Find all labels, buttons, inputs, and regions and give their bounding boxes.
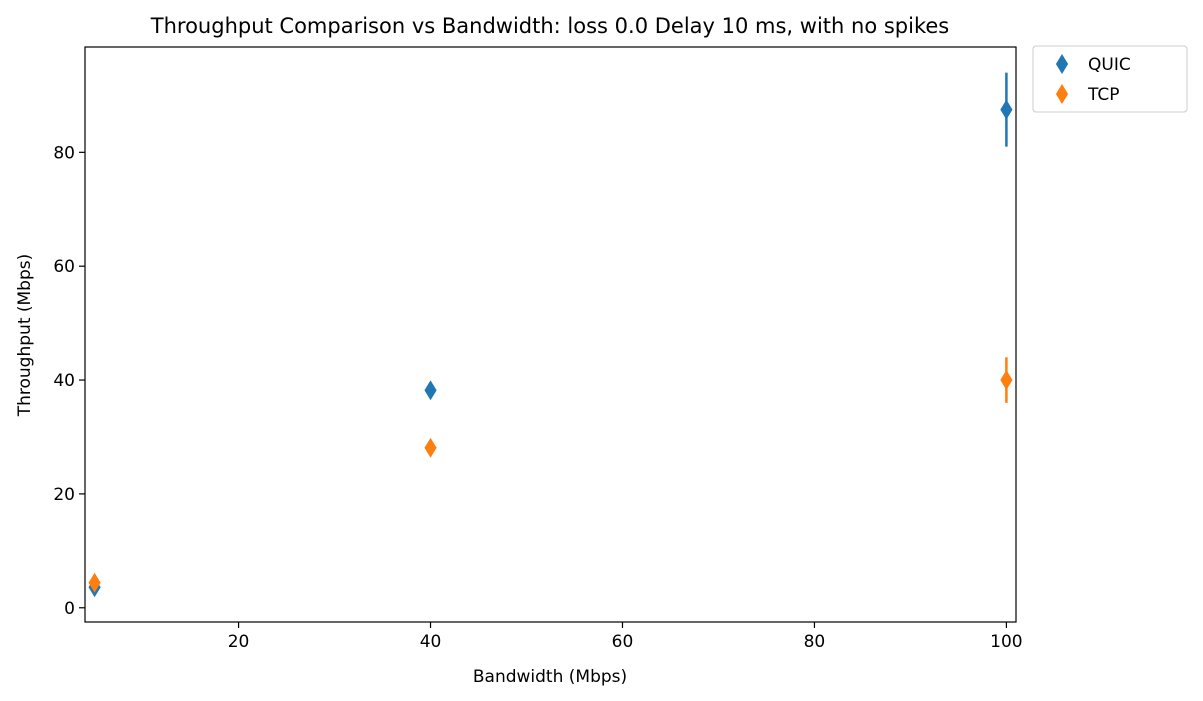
- y-tick-label: 20: [53, 485, 75, 505]
- y-axis-label: Throughput (Mbps): [15, 254, 35, 418]
- chart-title: Throughput Comparison vs Bandwidth: loss…: [150, 14, 949, 38]
- legend-swatch: [1055, 84, 1069, 104]
- series-quic: [88, 72, 1013, 598]
- plot-area: [84, 46, 1017, 623]
- y-tick-label: 40: [53, 371, 75, 391]
- y-tick-label: 60: [53, 257, 75, 277]
- data-point: [424, 437, 437, 458]
- x-axis-label: Bandwidth (Mbps): [473, 667, 627, 687]
- legend: QUIC TCP: [1032, 45, 1188, 113]
- data-point: [1000, 370, 1013, 391]
- legend-frame: [1032, 45, 1188, 113]
- legend-swatch: [1055, 54, 1069, 74]
- series-tcp: [88, 357, 1013, 593]
- x-tick-label: 80: [804, 632, 826, 652]
- data-marks: [88, 72, 1013, 598]
- data-point: [88, 572, 101, 593]
- x-tick-label: 40: [420, 632, 442, 652]
- data-point: [424, 380, 437, 401]
- y-tick-label: 0: [64, 599, 75, 619]
- data-point: [1000, 99, 1013, 120]
- legend-label: TCP: [1087, 85, 1120, 105]
- legend-label: QUIC: [1088, 55, 1131, 75]
- y-tick-label: 80: [53, 143, 75, 163]
- x-axis: 20 40 60 80 100: [228, 622, 1023, 652]
- y-axis: 0 20 40 60 80: [53, 143, 85, 619]
- x-tick-label: 60: [612, 632, 634, 652]
- x-tick-label: 20: [228, 632, 250, 652]
- x-tick-label: 100: [990, 632, 1022, 652]
